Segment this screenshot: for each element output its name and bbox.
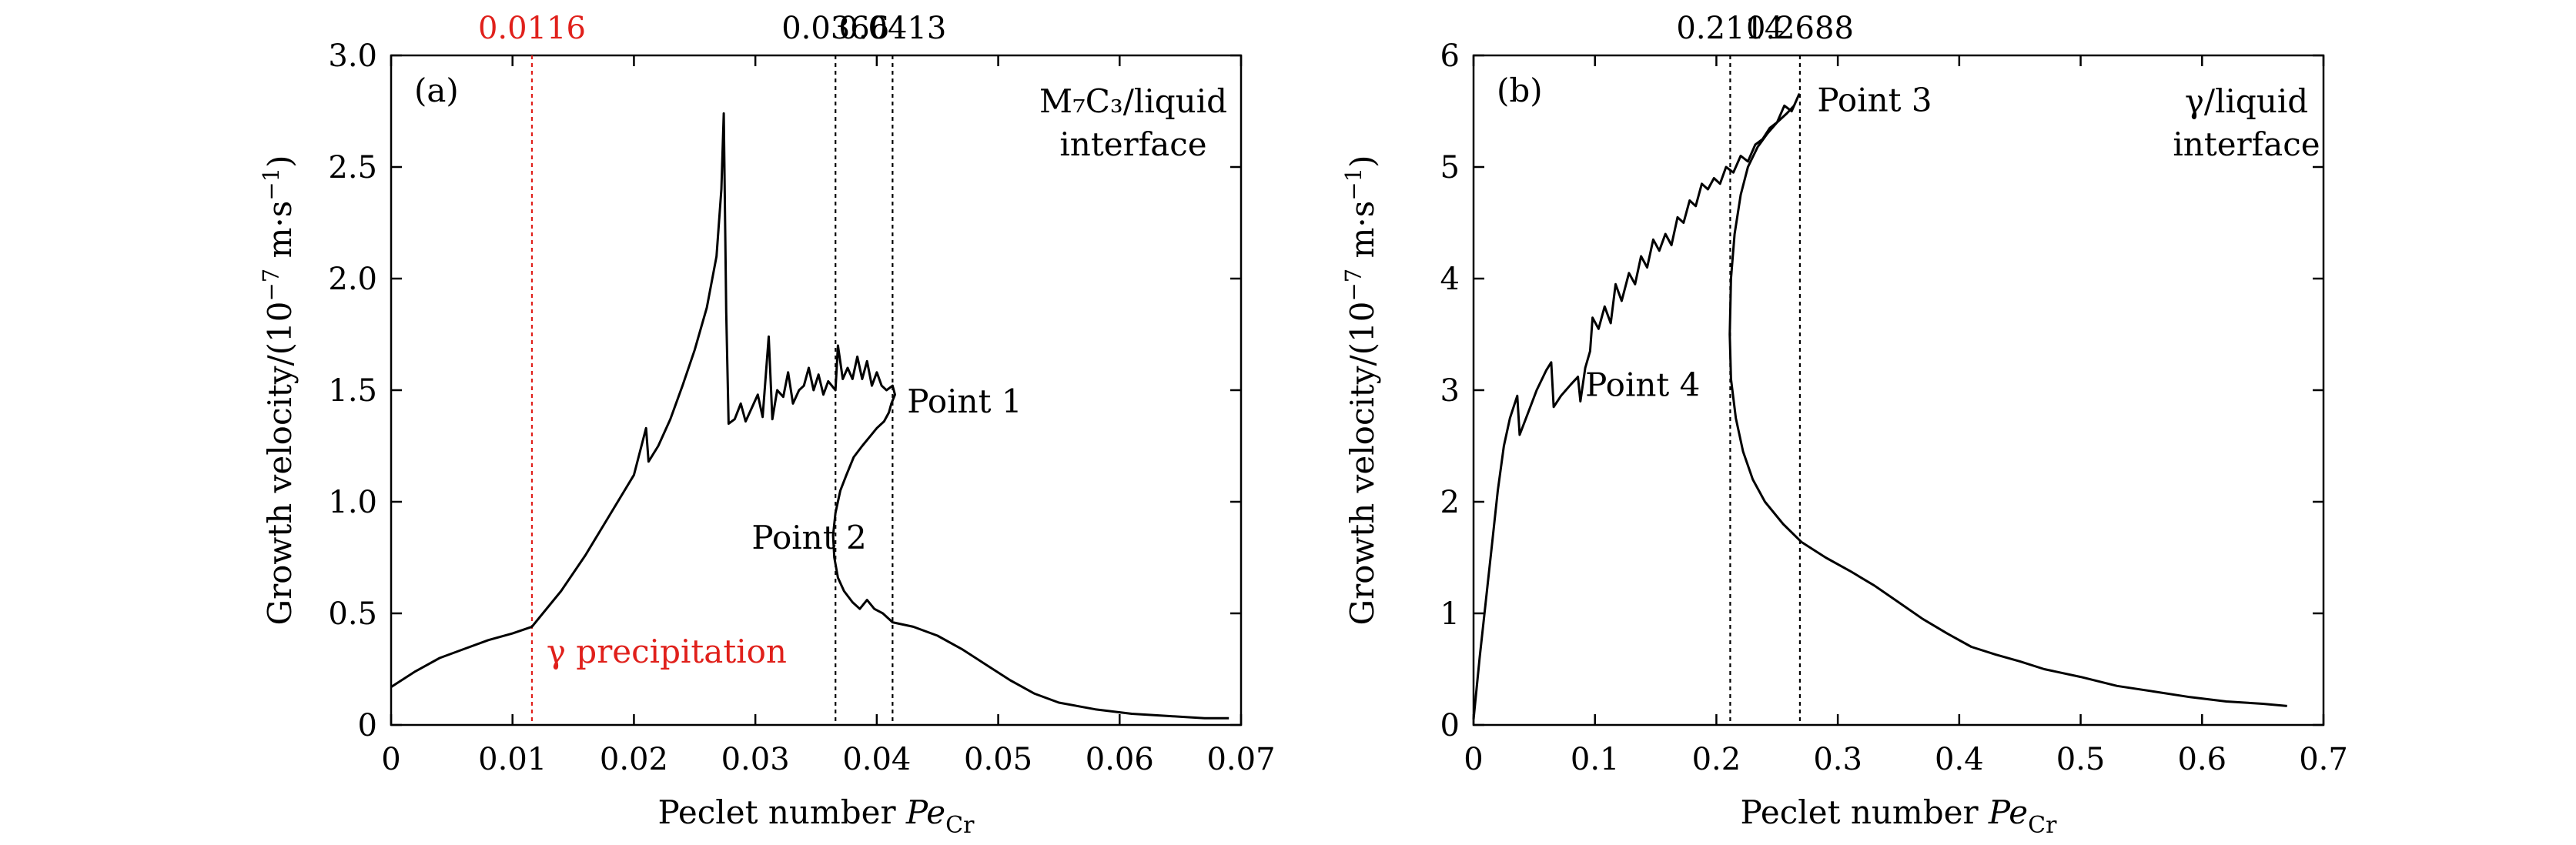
- x-tick-label: 0.1: [1571, 742, 1620, 777]
- x-tick-label: 0.03: [721, 742, 790, 777]
- x-tick-label: 0.3: [1813, 742, 1862, 777]
- y-tick-label: 2.5: [328, 150, 377, 185]
- y-tick-label: 6: [1440, 38, 1460, 74]
- y-axis-label-unit: m·s: [261, 201, 299, 269]
- y-tick-label: 4: [1440, 262, 1460, 297]
- y-tick-label: 3: [1440, 373, 1460, 409]
- reference-line-label: 0.2114: [1676, 11, 1784, 46]
- x-tick-label: 0.2: [1692, 742, 1741, 777]
- point-label: Point 3: [1817, 82, 1932, 119]
- series-line: [1472, 93, 2287, 720]
- interface-label: interface: [2173, 125, 2320, 163]
- x-tick-label: 0.01: [478, 742, 547, 777]
- reference-line-label: 0.0366: [781, 11, 889, 46]
- y-tick-label: 2.0: [328, 262, 377, 297]
- y-axis-label: Growth velocity/(10−7 m·s−1): [258, 155, 299, 626]
- x-tick-label: 0.07: [1206, 742, 1275, 777]
- x-tick-label: 0.04: [842, 742, 911, 777]
- x-axis-label-prefix: Peclet number: [1741, 793, 1989, 831]
- y-axis-label-unit-exponent: −1: [258, 168, 284, 201]
- reference-line-label: 0.0116: [478, 11, 586, 46]
- x-tick-label: 0.5: [2056, 742, 2106, 777]
- y-tick-label: 3.0: [328, 38, 377, 74]
- x-tick-label: 0: [381, 742, 400, 777]
- y-tick-label: 1.0: [328, 485, 377, 520]
- y-tick-label: 0: [1440, 708, 1460, 743]
- interface-label: interface: [1059, 125, 1206, 163]
- x-tick-label: 0.4: [1935, 742, 1984, 777]
- x-tick-label: 0.6: [2177, 742, 2226, 777]
- y-axis-label-close: ): [261, 155, 299, 168]
- interface-label: γ/liquid: [2185, 82, 2308, 120]
- y-tick-label: 1.5: [328, 373, 377, 409]
- y-tick-label: 1: [1440, 596, 1460, 632]
- chart-panel-b: 0 0.1 0.2 0.3 0.4 0.5 0.6 0.7 0 1 2 3 4 5 6 Peclet numb…: [1340, 11, 2348, 839]
- panel-label: (a): [414, 72, 459, 109]
- x-tick-label: 0: [1464, 742, 1483, 777]
- y-tick-label: 5: [1440, 150, 1460, 185]
- y-axis-label-main: Growth velocity/(10: [1343, 302, 1381, 626]
- y-axis-label-close: ): [1343, 155, 1381, 168]
- y-axis-label-unit: m·s: [1343, 201, 1381, 269]
- y-axis-label-unit-exponent: −1: [1340, 168, 1367, 201]
- point-label: Point 2: [751, 519, 866, 556]
- reference-line-label: 0.2688: [1746, 11, 1854, 46]
- x-axis-label-subscript: Cr: [945, 812, 975, 839]
- point-label: Point 1: [907, 382, 1022, 420]
- panel-label: (b): [1497, 72, 1543, 109]
- y-tick-label: 0.5: [328, 596, 377, 632]
- x-axis-label: Peclet number PeCr: [658, 793, 975, 839]
- interface-label: M₇C₃/liquid: [1039, 82, 1227, 120]
- y-tick-label: 0: [358, 708, 377, 743]
- y-axis-label-main: Growth velocity/(10: [261, 302, 299, 626]
- point-label: Point 4: [1585, 366, 1700, 403]
- x-tick-label: 0.05: [964, 742, 1032, 777]
- x-axis-label-prefix: Peclet number: [658, 793, 906, 831]
- x-axis-label-symbol: Pe: [905, 793, 945, 831]
- y-tick-label: 2: [1440, 485, 1460, 520]
- precipitation-label: γ precipitation: [547, 633, 787, 670]
- y-axis-label-exponent: −7: [1340, 269, 1367, 302]
- x-axis-label: Peclet number PeCr: [1741, 793, 2058, 839]
- series-line: [390, 112, 1229, 720]
- x-axis-label-symbol: Pe: [1988, 793, 2028, 831]
- x-tick-label: 0.7: [2299, 742, 2348, 777]
- y-axis-label: Growth velocity/(10−7 m·s−1): [1340, 155, 1381, 626]
- x-tick-label: 0.02: [600, 742, 668, 777]
- y-axis-label-exponent: −7: [258, 269, 284, 302]
- x-axis-label-subscript: Cr: [2028, 812, 2057, 839]
- x-tick-label: 0.06: [1086, 742, 1154, 777]
- reference-line-label: 0.0413: [838, 11, 946, 46]
- chart-panel-a: 0 0.01 0.02 0.03 0.04 0.05 0.06 0.07 0 0.5 1.0 1.5 2…: [258, 11, 1276, 839]
